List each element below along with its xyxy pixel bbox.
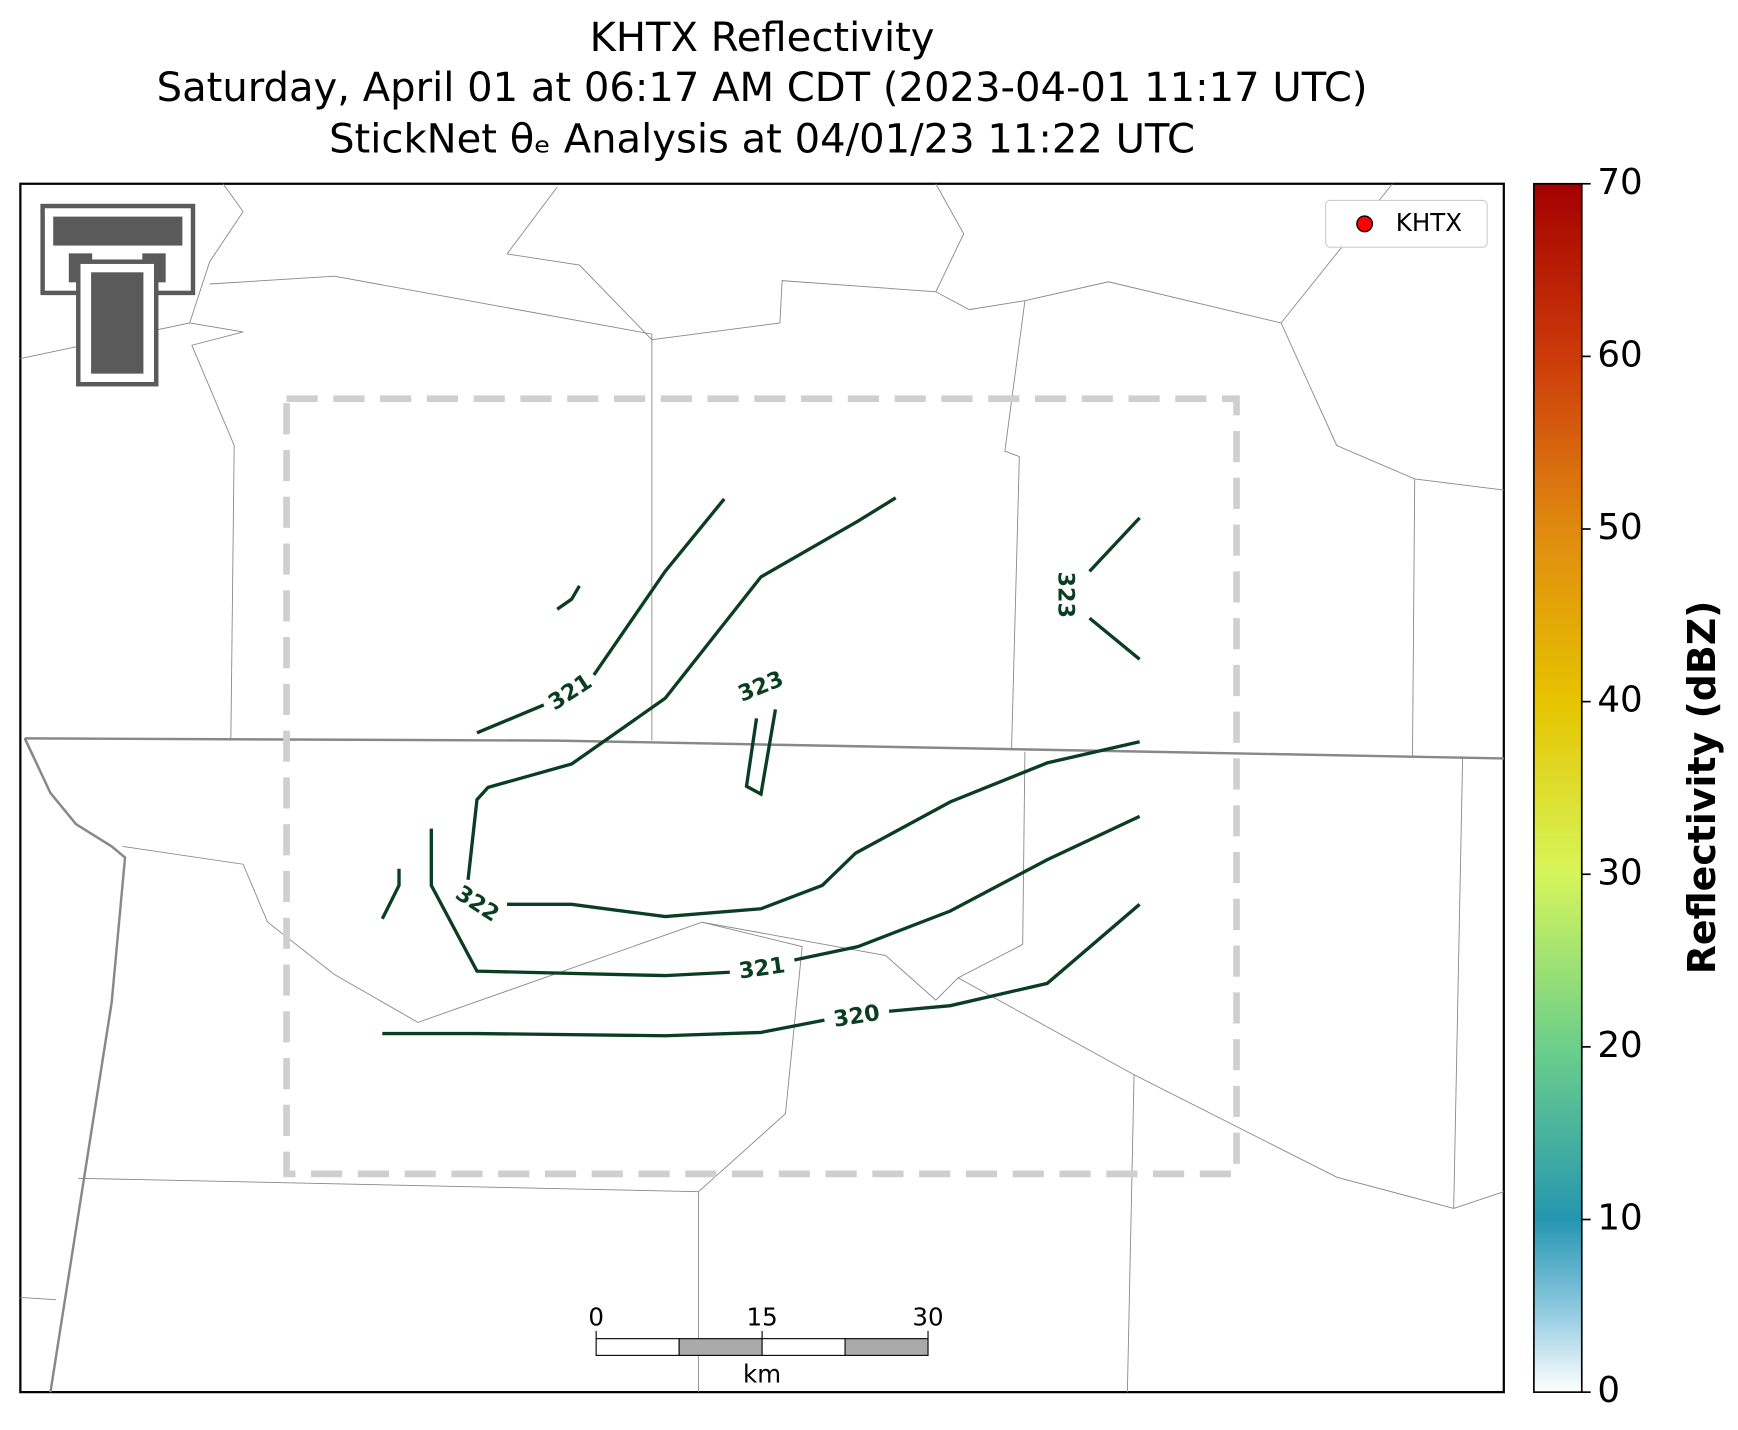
- scale-bar-segment: [761, 1338, 846, 1356]
- contour-label: 323: [1053, 571, 1079, 617]
- analysis-time: StickNet θₑ Analysis at 04/01/23 11:22 U…: [329, 116, 1195, 162]
- theta-e-contours: [380, 496, 1141, 1038]
- legend-box: [1325, 199, 1488, 248]
- scale-bar-label: 30: [912, 1303, 943, 1332]
- colorbar-tick-label: 0: [1597, 1370, 1620, 1411]
- colorbar-tick-label: 40: [1597, 680, 1642, 721]
- scale-bar-segment: [678, 1338, 763, 1356]
- colorbar-ramp: [1533, 182, 1583, 1393]
- ttu-logo: [40, 203, 196, 387]
- colorbar-label: Reflectivity (dBZ): [1680, 601, 1724, 975]
- colorbar-tick-label: 30: [1597, 852, 1642, 893]
- legend-label: KHTX: [1396, 208, 1462, 237]
- analysis-domain: [283, 395, 1240, 1178]
- colorbar: Reflectivity (dBZ) 0 10 20 30 40 50 60 70: [1533, 162, 1724, 1411]
- colorbar-tick-label: 10: [1597, 1198, 1642, 1239]
- legend: KHTX: [1325, 199, 1488, 248]
- scale-bar-segment: [844, 1338, 929, 1356]
- scale-bar-label: 0: [588, 1303, 604, 1332]
- colorbar-tick-label: 20: [1597, 1025, 1642, 1066]
- colorbar-tick-label: 70: [1597, 162, 1642, 203]
- colorbar-tick-label: 60: [1597, 334, 1642, 375]
- scale-bar-unit: km: [743, 1359, 781, 1388]
- colorbar-tick-label: 50: [1597, 507, 1642, 548]
- contour-label: 321: [737, 952, 787, 984]
- state-lines: [23, 737, 1504, 1393]
- map-panel: 321 323 322 321 320 323 KHTX km 0 15 30: [19, 182, 1505, 1394]
- subtitle: Saturday, April 01 at 06:17 AM CDT (2023…: [157, 65, 1368, 111]
- title: KHTX Reflectivity: [590, 15, 935, 61]
- legend-marker: [1356, 215, 1374, 233]
- scale-bar: km 0 15 30: [588, 1303, 943, 1389]
- scale-bar-label: 15: [746, 1303, 777, 1332]
- scale-bar-segment: [595, 1338, 680, 1356]
